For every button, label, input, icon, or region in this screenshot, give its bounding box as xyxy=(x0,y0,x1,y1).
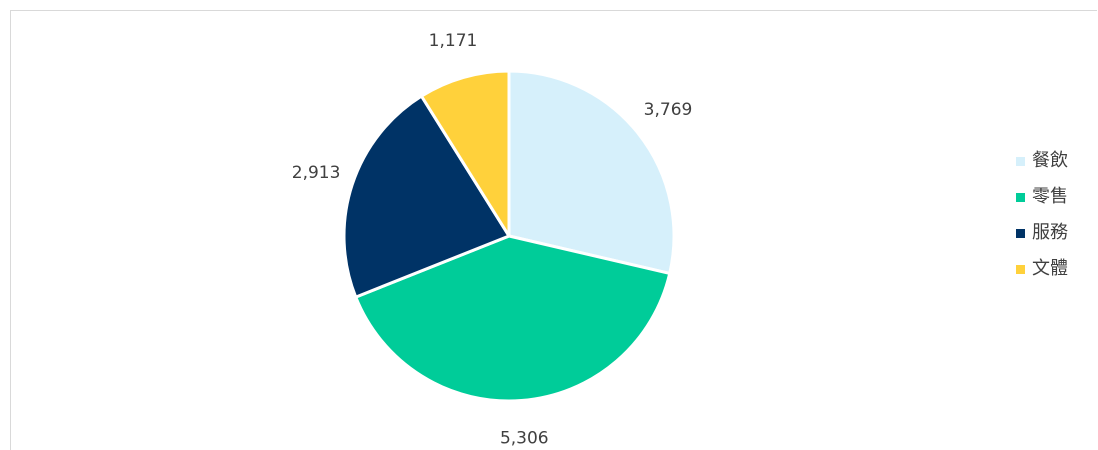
data-label-services: 2,913 xyxy=(292,163,341,183)
legend-swatch-retail xyxy=(1016,192,1025,202)
slice-food xyxy=(507,69,676,275)
legend-swatch-culture-sports xyxy=(1016,264,1025,274)
legend-item-culture-sports: 文體 xyxy=(1016,259,1068,279)
legend-label-retail: 零售 xyxy=(1032,186,1068,207)
chart-frame xyxy=(10,10,1097,450)
slice-services xyxy=(342,94,511,299)
legend-swatch-services xyxy=(1016,228,1025,238)
slice-culture-sports xyxy=(419,69,511,238)
data-label-retail: 5,306 xyxy=(500,428,549,448)
legend-label-services: 服務 xyxy=(1032,222,1068,243)
legend-swatch-food xyxy=(1016,156,1025,166)
slice-retail xyxy=(354,234,672,403)
data-label-food: 3,769 xyxy=(644,100,693,120)
legend-label-food: 餐飲 xyxy=(1032,150,1068,171)
legend-label-culture-sports: 文體 xyxy=(1032,258,1068,279)
legend-item-retail: 零售 xyxy=(1016,187,1068,207)
legend-item-food: 餐飲 xyxy=(1016,151,1068,171)
legend: 餐飲 零售 服務 文體 xyxy=(1016,151,1068,295)
data-label-culture-sports: 1,171 xyxy=(429,31,478,51)
legend-item-services: 服務 xyxy=(1016,223,1068,243)
